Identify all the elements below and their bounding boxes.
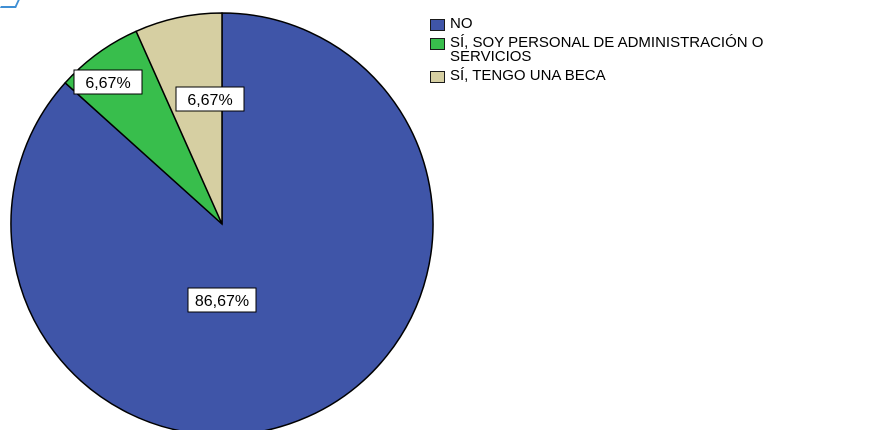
legend: NO SÍ, SOY PERSONAL DE ADMINISTRACIÓN O … (430, 15, 880, 88)
data-label-no: 86,67% (187, 287, 257, 313)
legend-item-beca: SÍ, TENGO UNA BECA (430, 67, 880, 84)
legend-label-beca: SÍ, TENGO UNA BECA (450, 67, 606, 84)
data-label-personal: 6,67% (73, 69, 143, 95)
legend-swatch-personal (430, 38, 445, 50)
data-label-beca: 6,67% (175, 86, 245, 112)
legend-label-personal-line1: SÍ, SOY PERSONAL DE ADMINISTRACIÓN O (450, 34, 764, 51)
data-label-no-text: 86,67% (195, 293, 249, 310)
legend-label-no: NO (450, 15, 473, 32)
data-label-beca-box (175, 86, 245, 112)
data-label-no-box (187, 287, 257, 313)
legend-swatch-no (430, 19, 445, 31)
data-label-personal-box (73, 69, 143, 95)
legend-label-personal-line2: SERVICIOS (450, 48, 532, 65)
legend-item-personal: SÍ, SOY PERSONAL DE ADMINISTRACIÓN O SER… (430, 34, 880, 65)
data-label-personal-text: 6,67% (85, 75, 130, 92)
legend-swatch-beca (430, 71, 445, 83)
data-label-beca-text: 6,67% (187, 92, 232, 109)
legend-item-no: NO (430, 15, 880, 32)
slice-beca (135, 12, 223, 225)
pie-slices (10, 12, 434, 435)
